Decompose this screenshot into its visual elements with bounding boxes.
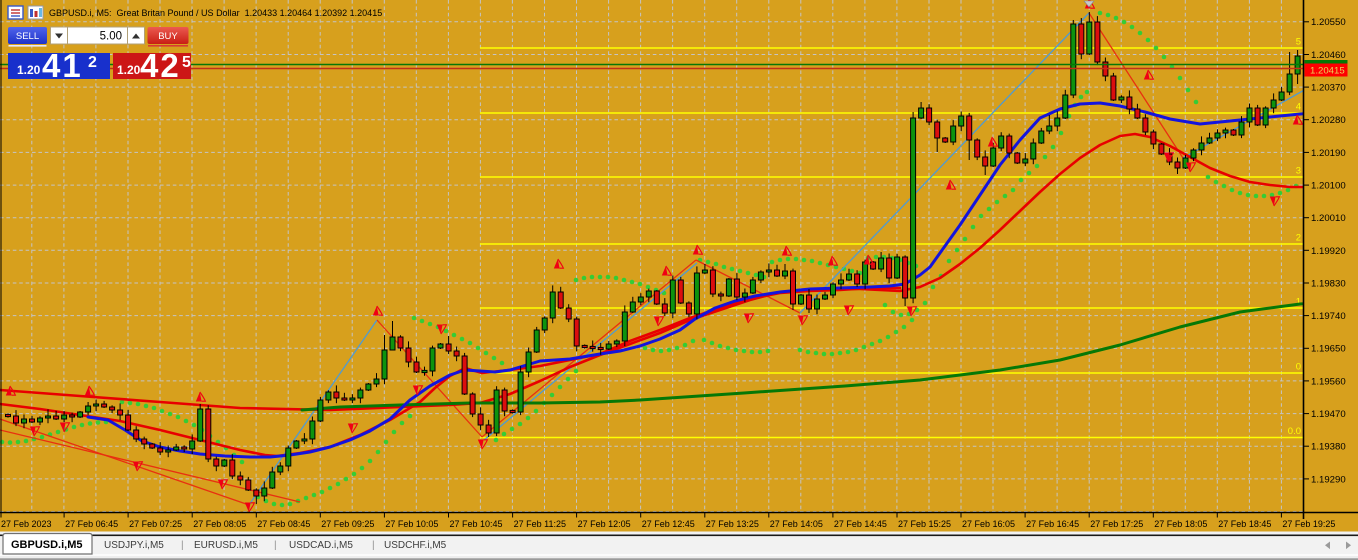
svg-text:1: 1 — [1296, 297, 1301, 308]
svg-text:41: 41 — [42, 47, 83, 84]
svg-text:|: | — [372, 540, 375, 551]
svg-text:1.20010: 1.20010 — [1311, 213, 1346, 224]
svg-text:1.19470: 1.19470 — [1311, 409, 1346, 420]
svg-text:0.0: 0.0 — [1288, 426, 1301, 437]
svg-text:2: 2 — [1296, 233, 1301, 244]
svg-text:1.19830: 1.19830 — [1311, 278, 1346, 289]
svg-text:27 Feb 13:25: 27 Feb 13:25 — [706, 519, 759, 529]
svg-text:3: 3 — [1296, 166, 1301, 177]
svg-text:USDCHF.i,M5: USDCHF.i,M5 — [384, 540, 447, 551]
svg-text:27 Feb 2023: 27 Feb 2023 — [1, 519, 52, 529]
svg-text:27 Feb 08:05: 27 Feb 08:05 — [193, 519, 246, 529]
svg-text:0: 0 — [1296, 362, 1301, 373]
svg-text:27 Feb 14:05: 27 Feb 14:05 — [770, 519, 823, 529]
svg-text:1.20460: 1.20460 — [1311, 50, 1346, 61]
svg-text:27 Feb 10:05: 27 Feb 10:05 — [385, 519, 438, 529]
svg-text:1.20: 1.20 — [17, 63, 41, 77]
svg-text:1.19740: 1.19740 — [1311, 311, 1346, 322]
svg-text:27 Feb 18:05: 27 Feb 18:05 — [1154, 519, 1207, 529]
svg-text:1.20370: 1.20370 — [1311, 83, 1346, 94]
svg-text:1.19560: 1.19560 — [1311, 376, 1346, 387]
svg-text:1.20190: 1.20190 — [1311, 148, 1346, 159]
svg-text:27 Feb 12:05: 27 Feb 12:05 — [578, 519, 631, 529]
svg-text:5: 5 — [1296, 37, 1301, 48]
svg-text:27 Feb 16:45: 27 Feb 16:45 — [1026, 519, 1079, 529]
svg-text:1.20415: 1.20415 — [1310, 66, 1345, 77]
svg-text:USDCAD.i,M5: USDCAD.i,M5 — [289, 540, 353, 551]
svg-text:42: 42 — [140, 47, 181, 84]
svg-text:27 Feb 10:45: 27 Feb 10:45 — [450, 519, 503, 529]
svg-text:1.19650: 1.19650 — [1311, 344, 1346, 355]
svg-text:BUY: BUY — [158, 31, 178, 42]
svg-text:27 Feb 19:25: 27 Feb 19:25 — [1282, 519, 1335, 529]
svg-text:1.19380: 1.19380 — [1311, 442, 1346, 453]
svg-text:1.20550: 1.20550 — [1311, 17, 1346, 28]
svg-text:27 Feb 07:25: 27 Feb 07:25 — [129, 519, 182, 529]
svg-text:GBPUSD.i,M5: GBPUSD.i,M5 — [11, 539, 83, 551]
svg-text:1.20280: 1.20280 — [1311, 115, 1346, 126]
svg-text:5.00: 5.00 — [100, 31, 122, 43]
svg-text:1.19920: 1.19920 — [1311, 246, 1346, 257]
svg-text:27 Feb 08:45: 27 Feb 08:45 — [257, 519, 310, 529]
svg-text:SELL: SELL — [16, 31, 39, 42]
svg-text:27 Feb 12:45: 27 Feb 12:45 — [642, 519, 695, 529]
svg-text:1.20: 1.20 — [117, 63, 141, 77]
svg-text:USDJPY.i,M5: USDJPY.i,M5 — [104, 540, 164, 551]
svg-text:|: | — [181, 540, 184, 551]
svg-text:EURUSD.i,M5: EURUSD.i,M5 — [194, 540, 258, 551]
svg-text:27 Feb 18:45: 27 Feb 18:45 — [1218, 519, 1271, 529]
svg-text:1.20100: 1.20100 — [1311, 181, 1346, 192]
svg-text:5: 5 — [182, 54, 191, 71]
svg-text:1.19290: 1.19290 — [1311, 474, 1346, 485]
svg-text:27 Feb 16:05: 27 Feb 16:05 — [962, 519, 1015, 529]
svg-text:4: 4 — [1296, 102, 1301, 113]
svg-text:27 Feb 17:25: 27 Feb 17:25 — [1090, 519, 1143, 529]
svg-text:|: | — [274, 540, 277, 551]
svg-text:27 Feb 11:25: 27 Feb 11:25 — [514, 519, 566, 529]
svg-text:27 Feb 15:25: 27 Feb 15:25 — [898, 519, 951, 529]
svg-text:27 Feb 14:45: 27 Feb 14:45 — [834, 519, 887, 529]
svg-text:GBPUSD.i, M5: Great Britan Po: GBPUSD.i, M5: Great Britan Pound / US Do… — [49, 8, 382, 18]
svg-text:27 Feb 06:45: 27 Feb 06:45 — [65, 519, 118, 529]
svg-text:27 Feb 09:25: 27 Feb 09:25 — [321, 519, 374, 529]
svg-text:2: 2 — [88, 54, 97, 71]
